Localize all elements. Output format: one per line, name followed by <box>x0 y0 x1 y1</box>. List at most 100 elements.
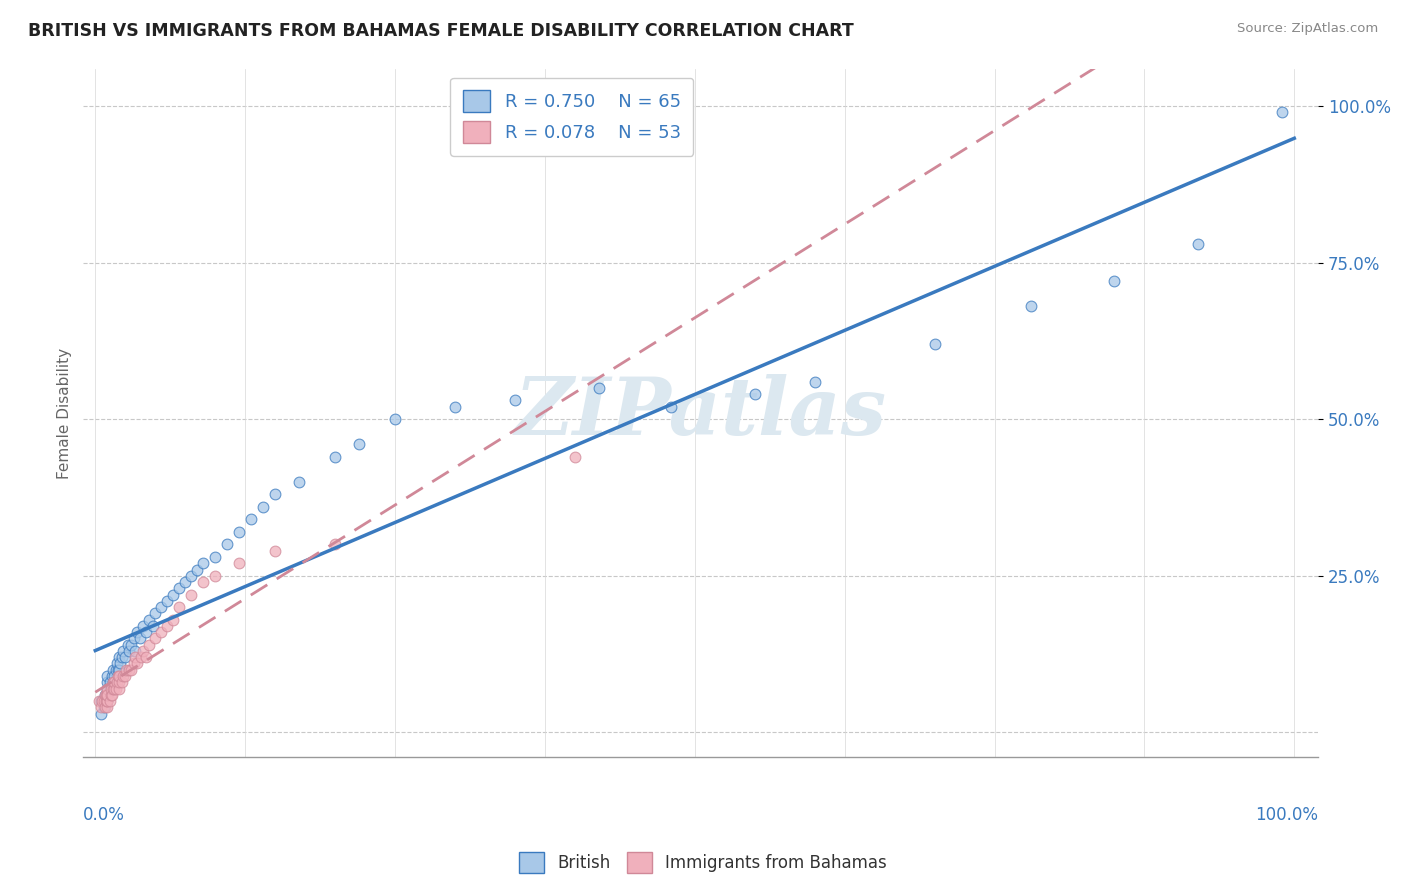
Point <box>111 669 134 683</box>
Point <box>103 681 125 696</box>
Point <box>135 625 157 640</box>
Point <box>186 562 208 576</box>
Point <box>503 393 526 408</box>
Point <box>217 537 239 551</box>
Point <box>94 688 117 702</box>
Point <box>264 543 287 558</box>
Legend: British, Immigrants from Bahamas: British, Immigrants from Bahamas <box>512 846 894 880</box>
Text: Source: ZipAtlas.com: Source: ZipAtlas.com <box>1237 22 1378 36</box>
Point <box>193 556 215 570</box>
Point <box>103 675 125 690</box>
Point <box>96 694 118 708</box>
Point <box>132 644 155 658</box>
Point <box>100 681 122 696</box>
Point <box>96 700 118 714</box>
Point <box>96 681 118 696</box>
Point <box>103 669 125 683</box>
Point <box>924 337 946 351</box>
Point <box>228 524 250 539</box>
Point <box>100 681 122 696</box>
Point <box>180 569 202 583</box>
Point <box>564 450 586 464</box>
Point <box>90 706 112 721</box>
Point <box>122 657 145 671</box>
Point <box>96 694 118 708</box>
Point <box>93 700 115 714</box>
Text: 0.0%: 0.0% <box>83 805 125 823</box>
Point <box>204 569 226 583</box>
Point <box>105 675 128 690</box>
Point <box>143 632 166 646</box>
Point <box>98 694 121 708</box>
Point <box>1104 275 1126 289</box>
Point <box>111 675 134 690</box>
Point <box>111 644 134 658</box>
Point <box>96 675 118 690</box>
Point <box>114 669 136 683</box>
Point <box>264 487 287 501</box>
Point <box>138 638 160 652</box>
Point <box>143 607 166 621</box>
Point <box>91 694 114 708</box>
Point <box>108 650 131 665</box>
Point <box>101 669 124 683</box>
Point <box>107 663 129 677</box>
Point <box>167 582 190 596</box>
Point <box>124 650 146 665</box>
Point <box>288 475 311 489</box>
Point <box>94 694 117 708</box>
Point <box>90 694 112 708</box>
Point <box>252 500 274 514</box>
Point <box>94 688 117 702</box>
Point <box>93 694 115 708</box>
Point <box>138 613 160 627</box>
Point <box>98 675 121 690</box>
Point <box>100 688 122 702</box>
Point <box>135 650 157 665</box>
Point <box>108 675 131 690</box>
Point <box>127 657 149 671</box>
Point <box>128 632 150 646</box>
Point <box>118 663 141 677</box>
Point <box>96 694 118 708</box>
Point <box>1271 105 1294 120</box>
Point <box>1187 236 1209 251</box>
Point <box>122 632 145 646</box>
Point <box>129 650 152 665</box>
Point <box>167 600 190 615</box>
Point <box>124 644 146 658</box>
Y-axis label: Female Disability: Female Disability <box>58 347 72 478</box>
Point <box>240 512 263 526</box>
Point <box>156 594 179 608</box>
Point <box>96 669 118 683</box>
Point <box>114 650 136 665</box>
Point <box>110 657 132 671</box>
Point <box>108 669 131 683</box>
Point <box>103 663 125 677</box>
Point <box>103 681 125 696</box>
Point <box>150 625 173 640</box>
Point <box>204 549 226 564</box>
Point <box>87 694 110 708</box>
Point <box>96 681 118 696</box>
Point <box>117 638 139 652</box>
Point <box>94 688 117 702</box>
Point <box>108 681 131 696</box>
Point <box>444 400 467 414</box>
Point <box>347 437 370 451</box>
Point <box>115 663 138 677</box>
Point <box>127 625 149 640</box>
Point <box>323 450 346 464</box>
Point <box>120 663 142 677</box>
Point <box>96 688 118 702</box>
Point <box>101 688 124 702</box>
Point <box>104 663 127 677</box>
Point <box>228 556 250 570</box>
Point <box>162 588 184 602</box>
Point <box>118 644 141 658</box>
Point <box>384 412 406 426</box>
Text: BRITISH VS IMMIGRANTS FROM BAHAMAS FEMALE DISABILITY CORRELATION CHART: BRITISH VS IMMIGRANTS FROM BAHAMAS FEMAL… <box>28 22 853 40</box>
Point <box>96 688 118 702</box>
Point <box>94 700 117 714</box>
Point <box>96 688 118 702</box>
